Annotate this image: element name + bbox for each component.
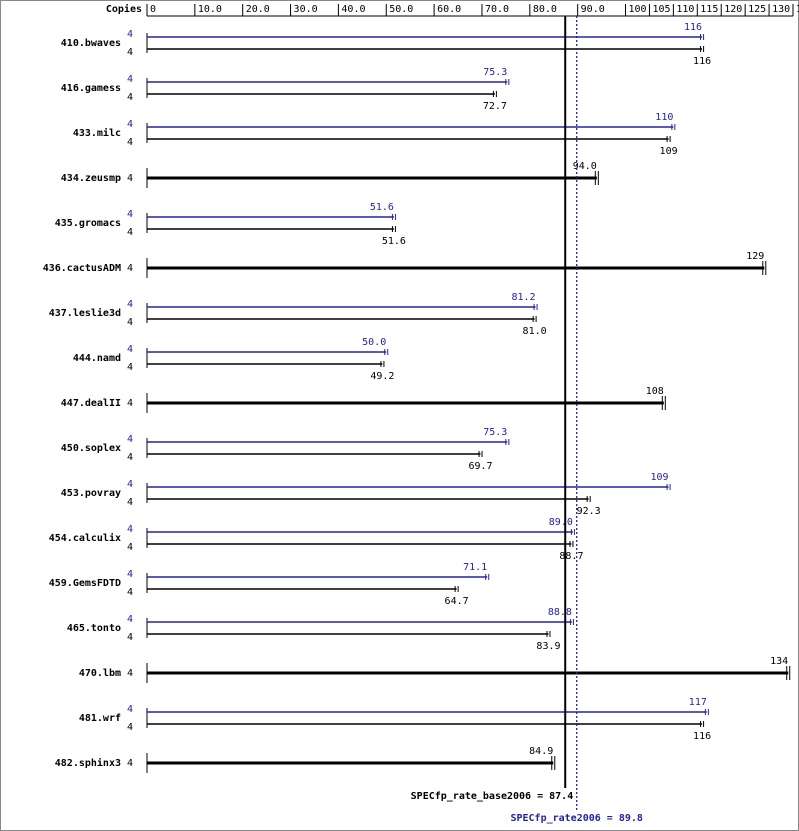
benchmark-label: 437.leslie3d [49,307,121,319]
copies-label: 4 [127,524,133,535]
value-label: 117 [689,697,707,708]
benchmark-label: 465.tonto [67,623,121,634]
x-tick-label: 110 [676,4,694,15]
value-label: 51.6 [382,236,406,247]
value-label: 83.9 [536,641,560,652]
value-label: 110 [655,112,673,123]
benchmark-label: 470.lbm [79,668,121,679]
value-label: 51.6 [370,202,394,213]
benchmark-label: 434.zeusmp [61,173,121,184]
copies-label: 4 [127,119,133,130]
value-label: 81.0 [523,326,547,337]
copies-label: 4 [127,173,133,184]
copies-label: 4 [127,317,133,328]
value-label: 116 [693,56,711,67]
copies-label: 4 [127,92,133,103]
copies-label: 4 [127,74,133,85]
benchmark-label: 482.sphinx3 [55,757,121,769]
benchmark-label: 416.gamess [61,83,121,94]
copies-label: 4 [127,209,133,220]
x-tick-label: 100 [629,4,647,15]
value-label: 84.9 [529,746,553,757]
x-tick-label: 120 [724,4,742,15]
benchmark-label: 447.dealII [61,398,121,409]
value-label: 64.7 [445,596,469,607]
x-tick-label: 20.0 [246,4,270,15]
copies-label: 4 [127,668,133,679]
value-label: 116 [693,731,711,742]
value-label: 50.0 [362,337,386,348]
value-label: 88.8 [548,607,572,618]
benchmark-label: 433.milc [73,127,121,139]
value-label: 116 [684,22,702,33]
value-label: 89.0 [549,517,573,528]
value-label: 72.7 [483,101,507,112]
copies-label: 4 [127,344,133,355]
x-tick-label: 105 [652,4,670,15]
copies-label: 4 [127,398,133,409]
copies-label: 4 [127,704,133,715]
value-label: 81.2 [511,292,535,303]
value-label: 129 [746,251,764,262]
value-label: 109 [660,146,678,157]
x-tick-label: 80.0 [533,4,557,15]
value-label: 75.3 [483,67,507,78]
x-tick-label: 115 [700,4,718,15]
benchmark-label: 436.cactusADM [43,263,121,274]
copies-label: 4 [127,299,133,310]
copies-title: Copies [106,3,142,15]
value-label: 75.3 [483,427,507,438]
value-label: 109 [651,472,669,483]
copies-label: 4 [127,47,133,58]
x-tick-label: 10.0 [198,4,222,15]
copies-label: 4 [127,362,133,373]
copies-label: 4 [127,722,133,733]
copies-label: 4 [127,632,133,643]
x-tick-label: 130 [772,4,790,15]
reference-label: SPECfp_rate2006 = 89.8 [510,813,642,824]
copies-label: 4 [127,434,133,445]
x-tick-label: 70.0 [485,4,509,15]
benchmark-label: 444.namd [73,353,121,364]
x-tick-label: 60.0 [437,4,461,15]
x-tick-label: 30.0 [294,4,318,15]
benchmark-label: 481.wrf [79,713,121,724]
benchmark-label: 435.gromacs [55,218,121,229]
copies-label: 4 [127,452,133,463]
copies-label: 4 [127,758,133,769]
value-label: 88.7 [559,551,583,562]
copies-label: 4 [127,587,133,598]
copies-label: 4 [127,479,133,490]
copies-label: 4 [127,614,133,625]
benchmark-label: 410.bwaves [61,38,121,49]
x-tick-label: 135 [796,4,799,15]
copies-label: 4 [127,569,133,580]
value-label: 108 [646,386,664,397]
copies-label: 4 [127,542,133,553]
value-label: 71.1 [463,562,487,573]
benchmark-label: 459.GemsFDTD [49,578,121,589]
value-label: 49.2 [370,371,394,382]
x-tick-label: 125 [748,4,766,15]
value-label: 94.0 [573,161,597,172]
benchmark-label: 453.povray [61,488,121,499]
x-tick-label: 0 [150,4,156,15]
reference-label: SPECfp_rate_base2006 = 87.4 [411,791,574,802]
x-tick-label: 90.0 [581,4,605,15]
x-tick-label: 50.0 [389,4,413,15]
copies-label: 4 [127,29,133,40]
copies-label: 4 [127,137,133,148]
copies-label: 4 [127,263,133,274]
benchmark-label: 450.soplex [61,443,121,454]
x-tick-label: 40.0 [341,4,365,15]
copies-label: 4 [127,227,133,238]
value-label: 134 [770,656,788,667]
value-label: 69.7 [468,461,492,472]
value-label: 92.3 [577,506,601,517]
copies-label: 4 [127,497,133,508]
benchmark-label: 454.calculix [49,532,121,544]
